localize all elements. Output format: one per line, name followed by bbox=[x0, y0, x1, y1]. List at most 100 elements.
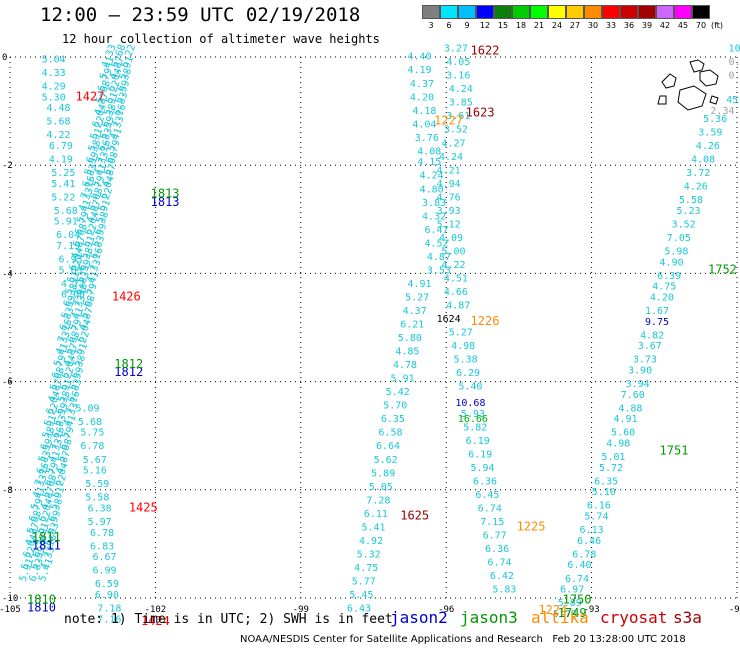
track-value: 5.04 bbox=[42, 54, 66, 65]
legend-cryosat: cryosat bbox=[600, 608, 668, 627]
track-value: 5.36 bbox=[703, 114, 727, 125]
track-value: 5.62 bbox=[374, 455, 398, 466]
colorbar-tick-label: 27 bbox=[569, 21, 581, 30]
track-value: 6.93 bbox=[59, 255, 83, 266]
time-label: 1813 bbox=[151, 187, 180, 201]
time-label: 1749 bbox=[558, 606, 587, 620]
track-value: 3.90 bbox=[628, 365, 652, 376]
colorbar-swatch bbox=[440, 5, 458, 19]
track-value: 7.19 bbox=[56, 241, 80, 252]
track-value: 3.16 bbox=[446, 71, 470, 82]
track-value: 6.78 bbox=[80, 441, 104, 452]
track-value: 6.58 bbox=[378, 428, 402, 439]
colorbar-swatch bbox=[656, 5, 674, 19]
y-tick-label: -4 bbox=[2, 269, 13, 279]
colorbar-tick-label: 36 bbox=[623, 21, 635, 30]
track-value: 4.80 bbox=[420, 184, 444, 195]
track-value: 4.29 bbox=[42, 81, 66, 92]
track-value: 7.28 bbox=[366, 495, 390, 506]
track-value: 5.82 bbox=[463, 422, 487, 433]
track-value: 4.66 bbox=[444, 287, 468, 298]
track-value: 4.24 bbox=[449, 84, 473, 95]
time-label: 1224 bbox=[538, 603, 567, 617]
corner-value: 10 bbox=[729, 44, 740, 55]
track-value: 4.22 bbox=[441, 260, 465, 271]
track-value: 6.74 bbox=[565, 574, 589, 585]
track-value: 5.25 bbox=[51, 168, 75, 179]
x-tick-label: -93 bbox=[583, 605, 599, 615]
time-label: 1812 bbox=[114, 357, 143, 371]
colorbar-swatch bbox=[674, 5, 692, 19]
highlight-value: 1624 bbox=[437, 314, 461, 325]
track-value: 7.15 bbox=[480, 517, 504, 528]
y-tick-label: -10 bbox=[2, 594, 18, 604]
time-label: 1425 bbox=[129, 500, 158, 514]
track-value: 4.91 bbox=[407, 279, 431, 290]
colorbar-swatch bbox=[584, 5, 602, 19]
track-value: 4.20 bbox=[650, 292, 674, 303]
track-value: 4.21 bbox=[437, 165, 461, 176]
track-value: 4.51 bbox=[444, 274, 468, 285]
track-value: 3.93 bbox=[437, 206, 461, 217]
track-value: 4.82 bbox=[640, 330, 664, 341]
track-value: 6.77 bbox=[483, 530, 507, 541]
track-value: 5.23 bbox=[676, 206, 700, 217]
y-tick-label: -2 bbox=[2, 161, 13, 171]
track-value: 4.87 bbox=[446, 301, 470, 312]
track-value: 5.10 bbox=[592, 487, 616, 498]
track-value: 6.99 bbox=[92, 566, 116, 577]
time-label: 1810 bbox=[27, 592, 56, 606]
track-value: 5.68 bbox=[54, 206, 78, 217]
track-value: 6.64 bbox=[376, 441, 400, 452]
legend-altika: altika bbox=[531, 608, 589, 627]
track-value: 6.21 bbox=[400, 320, 424, 331]
colorbar-swatch bbox=[548, 5, 566, 19]
x-tick-label: -102 bbox=[145, 605, 167, 615]
track-value: 6.19 bbox=[468, 449, 492, 460]
track-value: 7.18 bbox=[97, 604, 121, 615]
time-label: 1427 bbox=[76, 89, 105, 103]
track-value: 4.87 bbox=[427, 252, 451, 263]
track-value: 5.16 bbox=[83, 466, 107, 477]
colorbar-tick-label: 18 bbox=[515, 21, 527, 30]
track-value: 5.45 bbox=[349, 590, 373, 601]
track-value: 5.22 bbox=[51, 192, 75, 203]
track-value: 4.76 bbox=[437, 192, 461, 203]
track-value: 3.27 bbox=[444, 44, 468, 55]
track-value: 3.76 bbox=[415, 133, 439, 144]
time-label: 1813 bbox=[151, 195, 180, 209]
colorbar-tick-label: 3 bbox=[428, 21, 434, 30]
colorbar-tick-label: 45 bbox=[677, 21, 689, 30]
time-label: 1810 bbox=[27, 601, 56, 615]
track-value: 5.09 bbox=[75, 403, 99, 414]
colorbar-swatch bbox=[602, 5, 620, 19]
track-value: 4.19 bbox=[407, 65, 431, 76]
track-value: 5.41 bbox=[361, 522, 385, 533]
legend-s3a: s3a bbox=[673, 608, 702, 627]
track-value: 4.24 bbox=[439, 152, 463, 163]
track-value: 6.35 bbox=[594, 476, 618, 487]
time-label: 1752 bbox=[708, 262, 737, 276]
colorbar-legend: 3 6 9 12 15 18 21 24 27 30 33 36 39 42 45 70 (ft) bbox=[422, 5, 740, 33]
time-label: 1225 bbox=[517, 519, 546, 533]
track-value: 3.67 bbox=[638, 341, 662, 352]
legend-jason2: jason2 bbox=[390, 608, 448, 627]
coastline bbox=[677, 85, 707, 111]
track-value: 5.83 bbox=[492, 585, 516, 596]
track-value: 4.75 bbox=[354, 563, 378, 574]
track-value: 4.98 bbox=[451, 341, 475, 352]
colorbar-tick-label: 30 bbox=[587, 21, 599, 30]
track-value: 4.92 bbox=[359, 536, 383, 547]
track-value: 5.59 bbox=[85, 479, 109, 490]
track-value: 7.05 bbox=[667, 233, 691, 244]
track-value: 6.36 bbox=[473, 476, 497, 487]
colorbar-swatch bbox=[566, 5, 584, 19]
track-value: 4.08 bbox=[691, 154, 715, 165]
track-value: 3.94 bbox=[626, 379, 650, 390]
track-value: 5.65 bbox=[59, 265, 83, 276]
time-label: 1226 bbox=[471, 314, 500, 328]
track-value: 4.26 bbox=[696, 141, 720, 152]
legend-jason3: jason3 bbox=[460, 608, 518, 627]
page-title: 12:00 — 23:59 UTC 02/19/2018 bbox=[40, 4, 361, 26]
